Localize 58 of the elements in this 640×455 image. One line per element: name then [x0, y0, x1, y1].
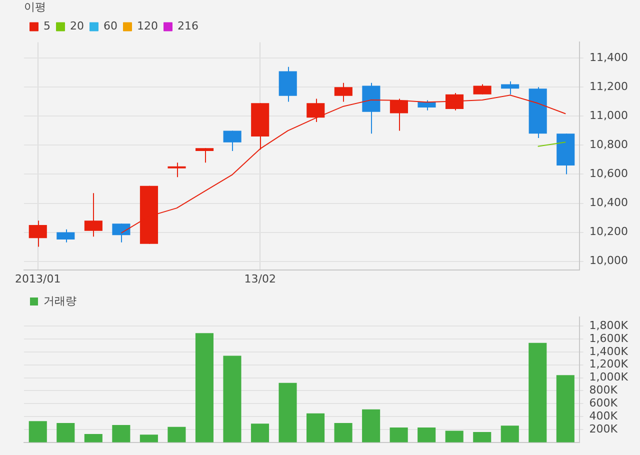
bar [195, 333, 214, 442]
candlestick [196, 148, 214, 164]
candlestick [168, 162, 186, 178]
y-tick-label: 1,200K [589, 358, 629, 371]
candlestick [112, 223, 130, 243]
y-tick-label: 800K [589, 384, 618, 397]
y-tick-label: 11,400 [590, 51, 628, 64]
y-tick-label: 200K [589, 422, 618, 436]
y-tick-label: 10,000 [590, 254, 628, 268]
candlestick [334, 82, 352, 102]
candlestick [306, 98, 325, 123]
bar [140, 434, 158, 442]
bar [84, 434, 102, 442]
candlestick [223, 130, 242, 152]
bar [362, 409, 380, 442]
y-tick-label: 1,000K [589, 370, 629, 384]
bar [306, 413, 325, 442]
candlestick [28, 220, 47, 248]
legend-title: 이평 [24, 0, 46, 14]
candlestick [56, 228, 75, 243]
candlestick [84, 192, 102, 238]
candlestick [473, 84, 492, 95]
bar [528, 342, 547, 442]
y-tick-label: 1,600K [589, 332, 629, 345]
x-tick-label: 13/02 [244, 272, 276, 286]
legend-label: 5 [44, 20, 50, 33]
legend-label: 60 [103, 20, 118, 33]
bar [56, 423, 75, 442]
y-tick-label: 10,400 [590, 196, 628, 210]
y-tick-label: 1,400K [589, 344, 629, 358]
bar [278, 382, 297, 442]
y-tick-label: 10,200 [590, 225, 628, 238]
y-tick-label: 10,600 [590, 167, 628, 180]
y-tick-label: 400K [589, 409, 618, 422]
bar [500, 426, 519, 442]
y-tick-label: 11,200 [590, 80, 628, 94]
bar [168, 426, 186, 442]
candlestick [501, 80, 520, 95]
legend-label: 120 [136, 20, 158, 33]
legend-label: 216 [177, 20, 198, 33]
legend-label: 거래량 [44, 294, 76, 308]
y-tick-label: 11,000 [590, 109, 628, 122]
bar [556, 375, 574, 442]
bar [28, 421, 47, 442]
bar [418, 428, 436, 442]
y-tick-label: 600K [589, 396, 618, 410]
bar [390, 428, 408, 442]
y-tick-label: 10,800 [590, 138, 628, 152]
bar [445, 430, 464, 442]
bar [334, 423, 352, 442]
bar [473, 432, 492, 442]
bar [223, 356, 242, 442]
x-tick-label: 2013/01 [15, 272, 61, 286]
legend-label: 20 [70, 20, 84, 33]
bar [112, 424, 130, 442]
bar [250, 424, 270, 442]
candlestick [390, 98, 408, 132]
y-tick-label: 1,800K [589, 318, 629, 332]
